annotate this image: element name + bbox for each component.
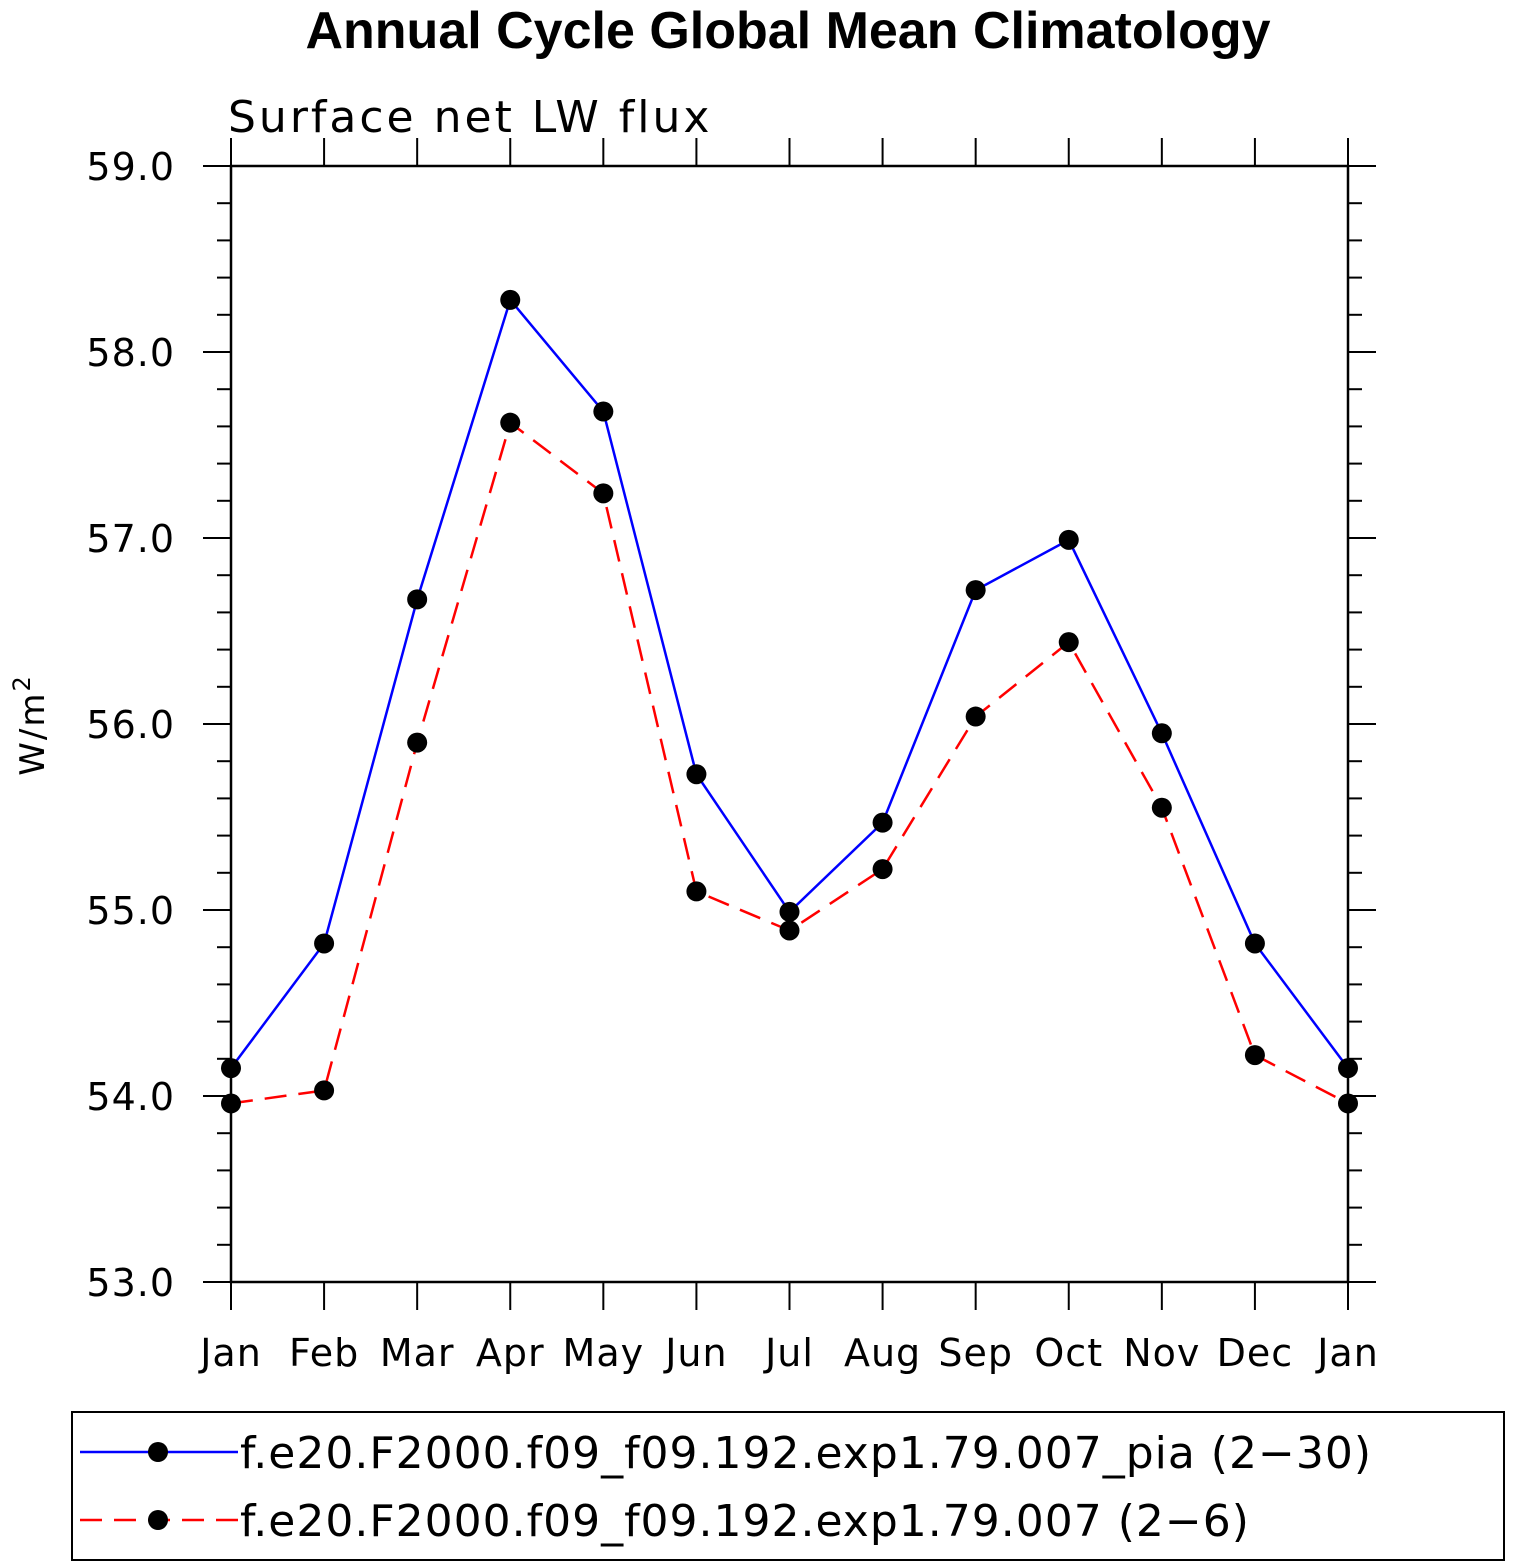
data-point-series-2 <box>221 1093 241 1114</box>
y-tick-label: 54.0 <box>86 1075 175 1119</box>
x-tick-label: Oct <box>1034 1331 1103 1375</box>
data-point-series-2 <box>779 920 800 941</box>
data-point-series-1 <box>1058 529 1079 550</box>
series-line-2 <box>230 420 1349 1105</box>
chart-title: Annual Cycle Global Mean Climatology <box>305 2 1270 60</box>
data-point-series-1 <box>779 901 800 922</box>
data-point-series-2 <box>1244 1045 1265 1066</box>
legend-marker-series-2 <box>148 1510 168 1530</box>
data-point-series-2 <box>872 859 893 880</box>
chart-subtitle: Surface net LW flux <box>228 92 712 143</box>
data-point-series-1 <box>407 589 428 610</box>
legend-label-series-2: f.e20.F2000.f09_f09.192.exp1.79.007 (2−6… <box>240 1496 1250 1547</box>
data-point-series-1 <box>1338 1058 1358 1079</box>
data-point-series-2 <box>500 412 521 433</box>
data-point-series-1 <box>1244 933 1265 954</box>
x-tick-label: Mar <box>380 1331 455 1375</box>
legend-marker-series-1 <box>148 1442 168 1462</box>
x-tick-label: Jul <box>763 1331 814 1375</box>
data-point-series-2 <box>965 706 986 727</box>
data-point-series-1 <box>500 289 521 310</box>
x-tick-label: Feb <box>289 1331 359 1375</box>
x-tick-label: Aug <box>844 1331 921 1375</box>
y-axis-label: W/m2 <box>8 674 53 775</box>
data-point-series-2 <box>1058 632 1079 653</box>
data-point-series-2 <box>686 881 707 902</box>
legend: f.e20.F2000.f09_f09.192.exp1.79.007_pia … <box>71 1411 1505 1561</box>
data-point-series-1 <box>965 580 986 601</box>
x-tick-label: Jan <box>1315 1331 1379 1375</box>
data-point-series-1 <box>221 1058 241 1079</box>
data-point-series-1 <box>593 401 614 422</box>
x-tick-label: Sep <box>938 1331 1013 1375</box>
data-point-series-2 <box>1151 797 1172 818</box>
plot-frame <box>229 164 1350 1284</box>
y-tick-label: 58.0 <box>86 331 175 375</box>
series-layer <box>221 289 1358 1114</box>
data-point-series-1 <box>314 933 335 954</box>
y-tick-label: 59.0 <box>86 145 175 189</box>
data-point-series-1 <box>686 764 707 785</box>
y-tick-label: 55.0 <box>86 889 175 933</box>
x-tick-label: Apr <box>476 1331 545 1375</box>
x-tick-label: Nov <box>1123 1331 1200 1375</box>
y-tick-label: 57.0 <box>86 517 175 561</box>
data-point-series-2 <box>314 1080 335 1101</box>
y-tick-label: 56.0 <box>86 703 175 747</box>
plot-border <box>229 164 1350 1284</box>
data-point-series-1 <box>872 812 893 833</box>
legend-label-series-1: f.e20.F2000.f09_f09.192.exp1.79.007_pia … <box>240 1428 1372 1479</box>
series-line-1 <box>229 297 1350 1069</box>
data-point-series-2 <box>407 732 428 753</box>
data-point-series-2 <box>1338 1093 1358 1114</box>
legend-box <box>71 1411 1505 1561</box>
data-point-series-2 <box>593 483 614 504</box>
data-point-series-1 <box>1151 723 1172 744</box>
x-axis-ticks: Jan Feb Mar Apr May Jun Jul Aug Sep Oct Nov Dec Jan <box>198 138 1379 1375</box>
x-tick-label: Dec <box>1217 1331 1294 1375</box>
y-tick-label: 53.0 <box>86 1261 175 1305</box>
y-axis-ticks: 53.0 54.0 55.0 56.0 57.0 58.0 59.0 <box>86 145 1376 1305</box>
x-tick-label: Jun <box>663 1331 727 1375</box>
x-tick-label: May <box>563 1331 645 1375</box>
x-tick-label: Jan <box>198 1331 262 1375</box>
